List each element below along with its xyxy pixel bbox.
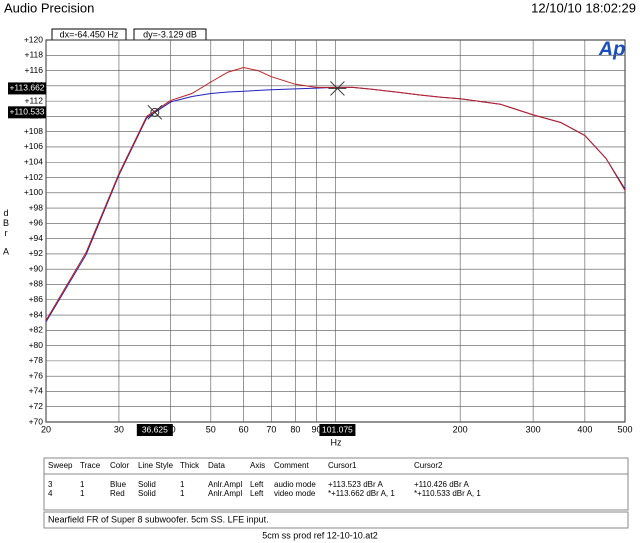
table-cell: +113.523 dBr A — [328, 480, 383, 489]
table-cell: Solid — [138, 480, 156, 489]
table-cell: audio mode — [274, 480, 316, 489]
table-cell: Left — [250, 480, 264, 489]
timestamp: 12/10/10 18:02:29 — [531, 0, 636, 15]
table-cell: 1 — [80, 489, 85, 498]
legend-table — [43, 457, 629, 511]
dy-readout: dy=-3.129 dB — [143, 29, 197, 39]
footer: 5cm ss prod ref 12-10-10.at2 — [262, 530, 378, 540]
table-header: Axis — [250, 461, 265, 470]
x-tick-label: 80 — [290, 424, 300, 434]
table-cell: 4 — [48, 489, 53, 498]
x-tick-label: 400 — [577, 424, 592, 434]
table-cell: 3 — [48, 480, 53, 489]
dx-readout: dx=-64.450 Hz — [60, 29, 119, 39]
cursor-x-label: 101.075 — [322, 424, 353, 434]
logo: Ap — [598, 38, 626, 60]
cursor-x-box — [319, 424, 356, 436]
x-tick-label: 300 — [526, 424, 541, 434]
y-tick-label: +94 — [29, 233, 44, 243]
y-tick-label: +72 — [29, 401, 44, 411]
cursor-marker — [147, 104, 163, 120]
app-title: Audio Precision — [4, 0, 94, 15]
table-header: Line Style — [138, 461, 174, 470]
note-box — [43, 511, 629, 529]
y-tick-label: +100 — [24, 187, 43, 197]
x-tick-label: 500 — [617, 424, 632, 434]
y-tick-label: +78 — [29, 355, 44, 365]
x-tick-label: 30 — [114, 424, 124, 434]
table-header: Sweep — [48, 461, 73, 470]
y-tick-label: +120 — [24, 34, 43, 44]
x-tick-label: 200 — [453, 424, 468, 434]
x-axis-label: Hz — [331, 437, 342, 447]
y-tick-label: +88 — [29, 279, 44, 289]
table-cell: video mode — [274, 489, 316, 498]
cursor-y-box — [8, 106, 46, 119]
y-axis-unit: A — [3, 246, 9, 256]
y-axis-label: dBr — [1, 208, 11, 238]
y-tick-label: +104 — [24, 156, 43, 166]
table-cell: Left — [250, 489, 264, 498]
table-cell: Anlr.Ampl — [208, 480, 242, 489]
table-header: Comment — [274, 461, 309, 470]
y-tick-label: +90 — [29, 263, 44, 273]
y-tick-label: +118 — [24, 50, 43, 60]
table-cell: +110.426 dBr A — [414, 480, 469, 489]
table-header: Thick — [180, 461, 200, 470]
cursor-y-label: +110.533 — [9, 107, 44, 117]
y-tick-label: +98 — [29, 202, 44, 212]
table-header: Cursor2 — [414, 461, 443, 470]
table-header: Trace — [80, 461, 101, 470]
y-tick-label: +70 — [29, 416, 44, 426]
table-cell: Red — [110, 489, 125, 498]
y-tick-label: +80 — [29, 340, 44, 350]
series-line — [45, 66, 626, 321]
x-tick-label: 70 — [266, 424, 276, 434]
cursor-marker — [328, 81, 347, 96]
table-header: Color — [110, 461, 129, 470]
x-tick-label: 20 — [41, 424, 51, 434]
y-tick-label: +86 — [29, 294, 44, 304]
cursor-y-label: +113.662 — [9, 83, 44, 93]
table-cell: Anlr.Ampl — [208, 489, 242, 498]
y-tick-label: +82 — [29, 325, 44, 335]
y-tick-label: +96 — [29, 218, 44, 228]
y-tick-label: +108 — [24, 126, 43, 136]
table-cell: *+110.533 dBr A, 1 — [414, 489, 481, 498]
x-tick-label: 60 — [239, 424, 249, 434]
cursor-x-label: 36.625 — [142, 424, 168, 434]
table-header: Cursor1 — [328, 461, 357, 470]
y-tick-label: +112 — [24, 95, 43, 105]
table-cell: Blue — [110, 480, 127, 489]
x-tick-label: 50 — [206, 424, 216, 434]
y-tick-label: +84 — [29, 309, 44, 319]
y-tick-label: +92 — [29, 248, 44, 258]
note: Nearfield FR of Super 8 subwoofer. 5cm S… — [48, 514, 269, 524]
y-tick-label: +106 — [24, 141, 43, 151]
table-header: Data — [208, 461, 225, 470]
y-tick-label: +76 — [29, 370, 44, 380]
table-cell: 1 — [180, 489, 185, 498]
cursor-y-box — [8, 82, 46, 95]
table-cell: Solid — [138, 489, 156, 498]
x-tick-label: 90 — [312, 424, 322, 434]
cursor-x-box — [136, 424, 173, 436]
y-tick-label: +74 — [29, 386, 44, 396]
table-cell: 1 — [80, 480, 85, 489]
table-cell: 1 — [180, 480, 185, 489]
table-cell: *+113.662 dBr A, 1 — [328, 489, 395, 498]
y-tick-label: +116 — [24, 65, 43, 75]
y-tick-label: +102 — [24, 172, 43, 182]
